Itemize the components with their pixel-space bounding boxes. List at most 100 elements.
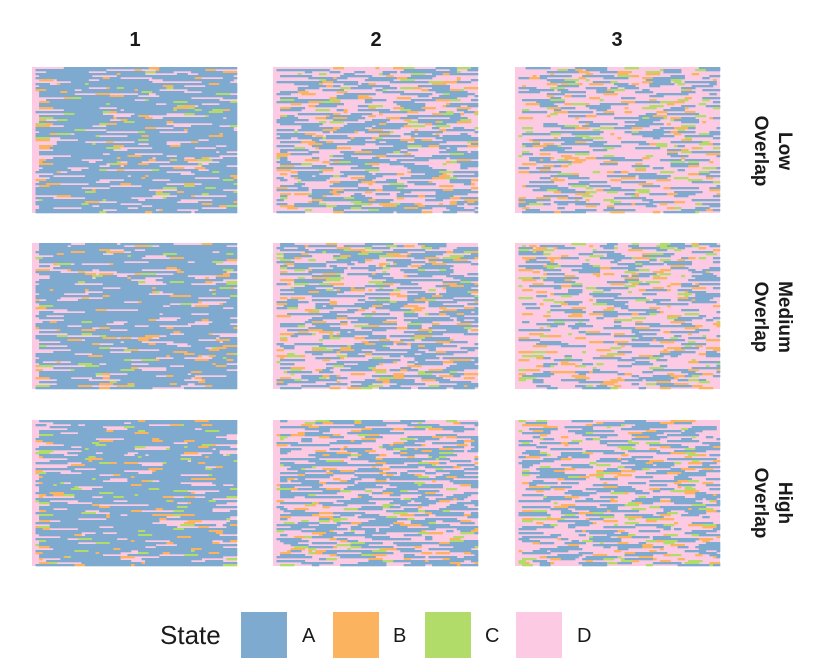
sequence-state-segment <box>304 321 313 324</box>
sequence-state-segment <box>336 317 348 320</box>
sequence-state-segment <box>350 526 362 529</box>
sequence-state-segment <box>336 381 341 384</box>
sequence-state-segment <box>568 490 583 493</box>
sequence-state-segment <box>322 349 334 352</box>
sequence-state-segment <box>382 492 394 495</box>
sequence-state-segment <box>400 460 422 463</box>
sequence-state-segment <box>382 185 408 188</box>
sequence-state-segment <box>297 171 323 174</box>
sequence-state-segment <box>670 498 703 501</box>
sequence-state-segment <box>532 560 548 563</box>
sequence-state-segment <box>529 486 544 489</box>
sequence-state-segment <box>603 327 636 330</box>
sequence-state-segment <box>113 484 132 487</box>
sequence-state-segment <box>518 251 533 254</box>
sequence-state-segment <box>613 335 643 338</box>
sequence-state-segment <box>417 426 433 429</box>
sequence-state-segment <box>35 377 50 380</box>
legend-swatch-c <box>425 612 471 658</box>
sequence-state-segment <box>290 466 313 469</box>
sequence-state-segment <box>194 293 213 296</box>
sequence-state-segment <box>642 135 675 138</box>
sequence-state-segment <box>308 105 316 108</box>
sequence-state-segment <box>449 365 479 368</box>
sequence-state-segment <box>432 564 458 567</box>
sequence-state-segment <box>308 69 330 72</box>
sequence-state-segment <box>684 291 689 294</box>
sequence-state-segment <box>287 207 299 210</box>
sequence-state-segment <box>414 183 422 186</box>
sequence-state-segment <box>280 297 288 300</box>
sequence-state-segment <box>226 195 234 198</box>
sequence-state-segment <box>645 442 661 445</box>
sequence-state-segment <box>695 496 721 499</box>
sequence-state-segment <box>592 273 601 276</box>
sequence-state-segment <box>35 77 103 80</box>
sequence-state-segment <box>560 191 586 194</box>
sequence-state-segment <box>407 343 412 346</box>
sequence-state-segment <box>543 438 555 441</box>
sequence-state-segment <box>568 177 590 180</box>
sequence-state-segment <box>166 542 174 545</box>
sequence-state-segment <box>92 538 118 541</box>
sequence-state-segment <box>109 207 121 210</box>
sequence-state-segment <box>621 171 629 174</box>
sequence-state-segment <box>368 163 380 166</box>
sequence-state-segment <box>421 247 433 250</box>
sequence-state-segment <box>333 127 341 130</box>
sequence-state-segment <box>169 161 188 164</box>
sequence-state-segment <box>435 468 443 471</box>
sequence-state-segment <box>442 281 461 284</box>
sequence-state-segment <box>557 145 562 148</box>
sequence-state-segment <box>670 554 682 557</box>
sequence-state-segment <box>183 508 213 511</box>
sequence-state-segment <box>613 127 632 130</box>
sequence-state-segment <box>442 81 458 84</box>
sequence-state-segment <box>529 89 555 92</box>
sequence-state-segment <box>446 291 468 294</box>
sequence-state-segment <box>326 496 344 499</box>
sequence-state-segment <box>568 325 594 328</box>
sequence-state-segment <box>410 125 426 128</box>
sequence-state-segment <box>315 450 327 453</box>
sequence-state-segment <box>315 502 320 505</box>
sequence-state-segment <box>709 131 721 134</box>
sequence-state-segment <box>446 111 454 114</box>
sequence-state-segment <box>522 442 530 445</box>
sequence-state-segment <box>229 297 238 300</box>
sequence-state-segment <box>318 103 344 106</box>
sequence-state-segment <box>127 321 171 324</box>
sequence-state-segment <box>456 201 468 204</box>
sequence-state-segment <box>222 141 238 144</box>
sequence-state-segment <box>375 273 390 276</box>
sequence-state-segment <box>329 335 334 338</box>
sequence-state-segment <box>113 430 139 433</box>
sequence-state-segment <box>635 436 650 439</box>
sequence-state-segment <box>74 129 86 132</box>
sequence-state-segment <box>557 159 565 162</box>
sequence-state-segment <box>39 259 68 262</box>
sequence-state-segment <box>424 199 443 202</box>
sequence-state-segment <box>198 163 202 166</box>
sequence-state-segment <box>350 113 373 116</box>
sequence-state-segment <box>280 494 309 497</box>
sequence-state-segment <box>208 193 238 196</box>
sequence-state-segment <box>705 478 721 481</box>
sequence-state-segment <box>123 359 132 362</box>
sequence-state-segment <box>456 107 472 110</box>
sequence-state-segment <box>414 87 422 90</box>
sequence-state-segment <box>571 185 586 188</box>
sequence-state-segment <box>88 81 107 84</box>
sequence-state-segment <box>400 143 433 146</box>
sequence-state-segment <box>467 203 479 206</box>
sequence-state-segment <box>638 530 661 533</box>
sequence-state-segment <box>596 349 611 352</box>
sequence-state-segment <box>191 548 202 551</box>
sequence-state-segment <box>315 369 323 372</box>
sequence-state-segment <box>652 562 682 565</box>
sequence-state-segment <box>130 251 181 254</box>
sequence-state-segment <box>421 211 433 214</box>
facet-column-label: 3 <box>611 29 622 51</box>
sequence-state-segment <box>173 167 185 170</box>
sequence-state-segment <box>301 476 330 479</box>
